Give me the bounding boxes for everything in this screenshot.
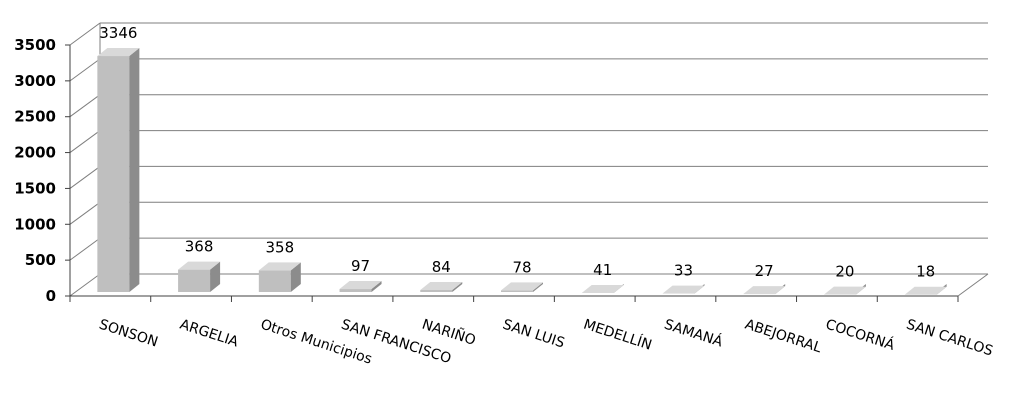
gridline-wall [69, 166, 101, 189]
data-label: 3346 [99, 24, 137, 42]
axes: 0 500 1000 1500 2000 2500 3000 3500 [14, 23, 989, 305]
gridline-wall [69, 237, 101, 261]
bar-top [662, 285, 705, 294]
bar-top [743, 286, 786, 295]
floor-edge [957, 273, 989, 297]
bar [904, 284, 947, 295]
bar-side [210, 261, 221, 292]
bar [258, 262, 301, 292]
bar-front [339, 289, 372, 292]
y-tick-label: 2000 [14, 144, 56, 162]
category-label: COCORNÁ [824, 316, 898, 354]
bar-top [178, 261, 221, 270]
bar-front [420, 289, 453, 292]
data-label: 97 [351, 257, 370, 275]
bars [97, 48, 947, 295]
gridline-wall [69, 94, 101, 118]
bar-top [581, 285, 624, 294]
y-tick-label: 2500 [14, 108, 56, 126]
bar-side [290, 262, 301, 292]
bar [743, 284, 786, 295]
gridline-wall [69, 201, 101, 225]
bar-top [904, 286, 947, 295]
bar [97, 48, 140, 292]
data-label: 41 [593, 261, 612, 279]
bar-top [258, 262, 301, 271]
category-label: ARGELIA [178, 317, 241, 351]
category-label: SONSON [97, 317, 160, 351]
data-labels: 3346 368 358 97 84 78 41 33 27 20 18 [99, 24, 935, 281]
y-tick-label: 500 [25, 251, 56, 269]
y-tick-label: 3000 [14, 72, 56, 90]
bar-side [371, 281, 382, 292]
bar [178, 261, 221, 292]
bar-top [823, 286, 866, 295]
bar-side [452, 281, 463, 292]
bar-front [178, 269, 211, 292]
bar-top [420, 281, 463, 290]
category-label: SAN LUIS [501, 317, 567, 352]
data-label: 78 [512, 258, 531, 276]
data-label: 358 [265, 238, 294, 256]
bar-front [258, 270, 291, 292]
bar [420, 281, 463, 292]
bar-front [97, 56, 130, 292]
bar-top [501, 282, 543, 291]
data-label: 84 [432, 258, 451, 276]
bar [339, 281, 382, 292]
gridline-wall [69, 58, 101, 82]
category-label: ABEJORRAL [743, 317, 824, 357]
y-tick-label: 1500 [14, 179, 56, 197]
data-label: 368 [185, 238, 214, 256]
bar [581, 284, 624, 294]
data-label: 33 [674, 262, 693, 280]
category-label: SAN CARLOS [904, 317, 995, 360]
bar-side [533, 282, 543, 292]
bar [501, 282, 543, 292]
bar [662, 284, 705, 294]
data-label: 18 [916, 263, 935, 281]
y-tick-label: 1000 [14, 215, 56, 233]
category-label: MEDELLÍN [581, 316, 654, 354]
y-tick-label: 0 [46, 287, 56, 305]
category-label: SAMANÁ [662, 316, 725, 351]
data-label: 20 [835, 263, 854, 281]
bar [823, 284, 866, 295]
bar-top [97, 48, 140, 57]
gridline-wall [69, 273, 101, 297]
bar-side [129, 48, 140, 292]
gridline-wall [69, 22, 101, 46]
y-tick-label: 3500 [14, 36, 56, 54]
grid-lines [69, 22, 988, 297]
bar-front [501, 290, 533, 292]
gridline-wall [69, 130, 101, 153]
data-label: 27 [755, 262, 774, 280]
bar-top [339, 281, 382, 290]
